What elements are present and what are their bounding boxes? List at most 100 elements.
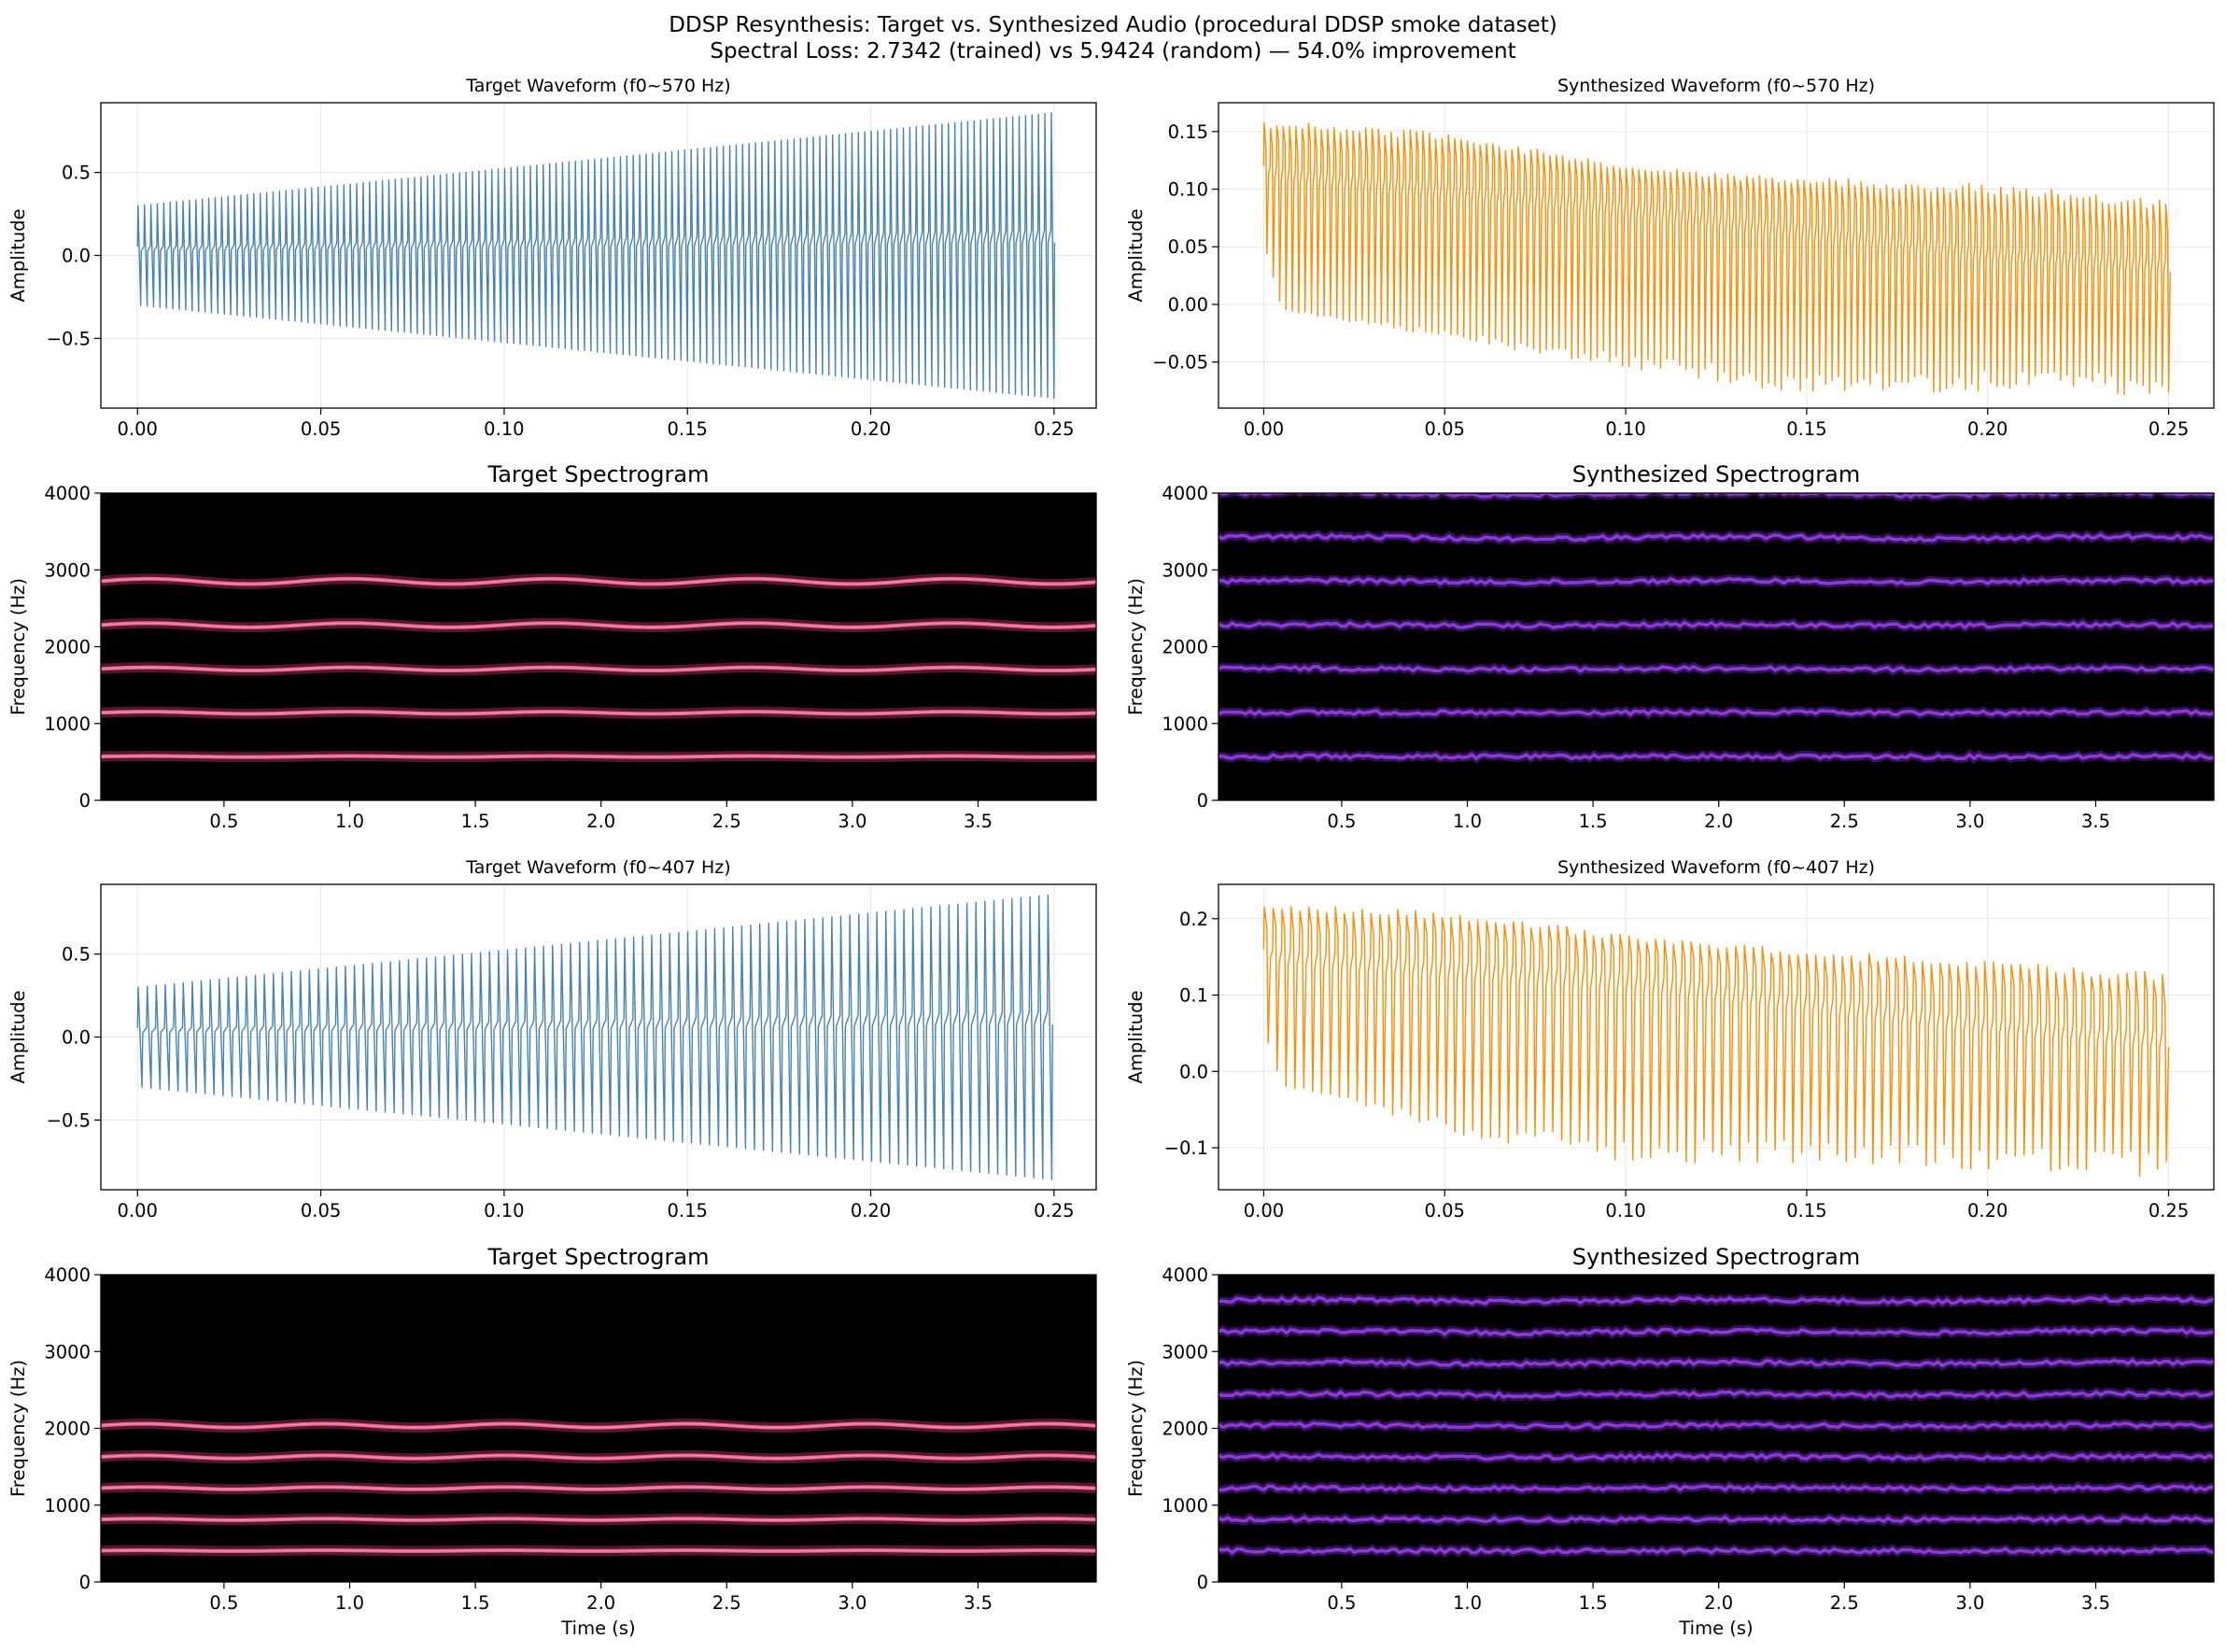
- axes-frame: [100, 492, 1097, 801]
- panel-title: Target Spectrogram: [487, 1244, 710, 1270]
- spectrogram-harmonics: [1219, 1292, 2214, 1559]
- panel-title: Target Waveform (f0~407 Hz): [465, 857, 730, 878]
- harmonic-track: [1219, 620, 2214, 630]
- x-tick-label: 0.10: [484, 1200, 524, 1221]
- panel-spec-t1: 0.5 1.0 1.5 2.0 2.5 3.0 3.5 0 1000 2000 3000 4000 Ta…: [7, 461, 1097, 832]
- y-tick-label: 0.0: [62, 246, 91, 267]
- panel-spec-s1: 0.5 1.0 1.5 2.0 2.5 3.0 3.5 0 1000 2000 3000 4000 Sy…: [1125, 461, 2215, 832]
- x-tick-label: 0.25: [2149, 1200, 2189, 1221]
- y-tick-label: 0: [79, 790, 91, 812]
- x-tick-label: 2.5: [712, 811, 741, 832]
- x-tick-label: 0.25: [1034, 418, 1074, 440]
- harmonic-track: [1219, 1295, 2214, 1306]
- x-tick-label: 0.05: [1425, 1200, 1465, 1221]
- x-tick-label: 3.5: [2081, 811, 2110, 832]
- x-tick-label: 1.0: [1453, 811, 1482, 832]
- harmonic-track: [1219, 708, 2214, 717]
- harmonic-core: [101, 1549, 1096, 1552]
- waveform-series-line: [1262, 906, 2170, 1178]
- y-tick-label: 4000: [44, 1264, 91, 1286]
- x-tick-label: 0.10: [1605, 1200, 1645, 1221]
- x-tick-label: 0.5: [1327, 1592, 1356, 1614]
- y-tick-label: 1000: [1162, 1495, 1208, 1517]
- harmonic-track: [1219, 1327, 2214, 1337]
- x-tick-label: 3.0: [838, 811, 866, 832]
- waveform-series-line: [1262, 121, 2171, 395]
- y-tick-label: 0: [1197, 1572, 1208, 1593]
- y-tick-label: −0.5: [47, 1109, 91, 1131]
- x-tick-label: 2.5: [712, 1592, 741, 1614]
- panel-title: Target Spectrogram: [487, 461, 710, 487]
- x-tick-label: 0.5: [209, 1592, 238, 1614]
- y-tick-label: 4000: [44, 483, 91, 504]
- x-tick-label: 1.0: [1453, 1592, 1482, 1614]
- y-tick-label: 1000: [44, 1495, 91, 1517]
- y-tick-label: 0.00: [1168, 294, 1208, 316]
- x-axis-label: Time (s): [560, 1617, 635, 1639]
- x-tick-label: 2.5: [1830, 1592, 1859, 1614]
- x-tick-label: 0.25: [1034, 1200, 1074, 1221]
- x-tick-label: 3.0: [1955, 1592, 1984, 1614]
- y-tick-label: 3000: [1162, 559, 1208, 581]
- x-tick-label: 0.15: [1786, 418, 1826, 440]
- x-tick-label: 0.05: [301, 1200, 341, 1221]
- y-tick-label: 0: [79, 1572, 91, 1593]
- x-tick-label: 2.0: [1704, 811, 1733, 832]
- x-tick-label: 2.0: [1704, 1592, 1733, 1614]
- y-axis-label: Frequency (Hz): [1125, 578, 1147, 715]
- y-axis-label: Amplitude: [7, 991, 29, 1084]
- x-tick-label: 0.05: [1425, 418, 1465, 440]
- harmonic-track: [1219, 1390, 2214, 1400]
- x-tick-label: 0.10: [484, 418, 524, 440]
- panel-spec-s2: 0.5 1.0 1.5 2.0 2.5 3.0 3.5 0 1000 2000 3000 4000 Sy…: [1125, 1244, 2215, 1639]
- x-tick-label: 0.20: [851, 1200, 891, 1221]
- x-tick-label: 0.00: [1244, 418, 1284, 440]
- figure-subtitle: Spectral Loss: 2.7342 (trained) vs 5.942…: [710, 39, 1515, 64]
- y-tick-label: 2000: [44, 1419, 91, 1440]
- y-tick-label: −0.1: [1164, 1137, 1208, 1159]
- y-tick-label: 2000: [1162, 637, 1208, 658]
- y-tick-label: 0.0: [62, 1027, 91, 1049]
- y-axis-label: Amplitude: [1125, 991, 1147, 1084]
- y-tick-label: 3000: [44, 559, 91, 581]
- panel-wave-s2: 0.00 0.05 0.10 0.15 0.20 0.25 −0.1 0.0 0.1 0.2 Syn…: [1125, 857, 2215, 1221]
- y-tick-label: 4000: [1162, 1264, 1208, 1286]
- y-tick-label: 2000: [1162, 1419, 1208, 1440]
- x-tick-label: 0.15: [1786, 1200, 1826, 1221]
- harmonic-core: [101, 1422, 1096, 1429]
- x-tick-label: 0.20: [1967, 418, 2008, 440]
- harmonic-core: [101, 711, 1096, 715]
- x-tick-label: 0.25: [2149, 418, 2189, 440]
- x-axis-label: Time (s): [1678, 1617, 1753, 1639]
- axes-frame: [1218, 492, 2215, 801]
- y-tick-label: 4000: [1162, 483, 1208, 504]
- axes-frame: [100, 883, 1097, 1191]
- harmonic-track: [1219, 532, 2214, 543]
- x-tick-label: 0.10: [1605, 418, 1645, 440]
- axes-frame: [1218, 102, 2215, 409]
- y-tick-label: 3000: [1162, 1341, 1208, 1363]
- x-tick-label: 0.00: [1244, 1200, 1284, 1221]
- y-tick-label: 0.15: [1168, 121, 1208, 143]
- panel-wave-t2: 0.00 0.05 0.10 0.15 0.20 0.25 −0.5 0.0 0.5 Target…: [7, 857, 1097, 1221]
- axes-frame: [100, 1274, 1097, 1583]
- spectrogram-harmonics: [101, 573, 1096, 763]
- spectrogram-background: [101, 493, 1096, 800]
- x-tick-label: 2.0: [586, 1592, 615, 1614]
- harmonic-core: [101, 1486, 1096, 1490]
- y-tick-label: 0.5: [62, 162, 91, 184]
- harmonic-core: [101, 622, 1096, 628]
- axes-frame: [1218, 1274, 2215, 1583]
- harmonic-track: [1219, 752, 2214, 761]
- y-tick-label: 1000: [1162, 713, 1208, 735]
- x-tick-label: 1.5: [461, 811, 490, 832]
- axes-frame: [100, 102, 1097, 409]
- panel-spec-t2: 0.5 1.0 1.5 2.0 2.5 3.0 3.5 0 1000 2000 3000 4000 Ta…: [7, 1244, 1097, 1639]
- x-tick-label: 3.0: [1955, 811, 1984, 832]
- x-tick-label: 3.5: [2081, 1592, 2110, 1614]
- x-tick-label: 0.15: [668, 1200, 708, 1221]
- y-tick-label: 0.10: [1168, 179, 1208, 201]
- x-tick-label: 3.0: [838, 1592, 866, 1614]
- harmonic-track: [1219, 576, 2214, 586]
